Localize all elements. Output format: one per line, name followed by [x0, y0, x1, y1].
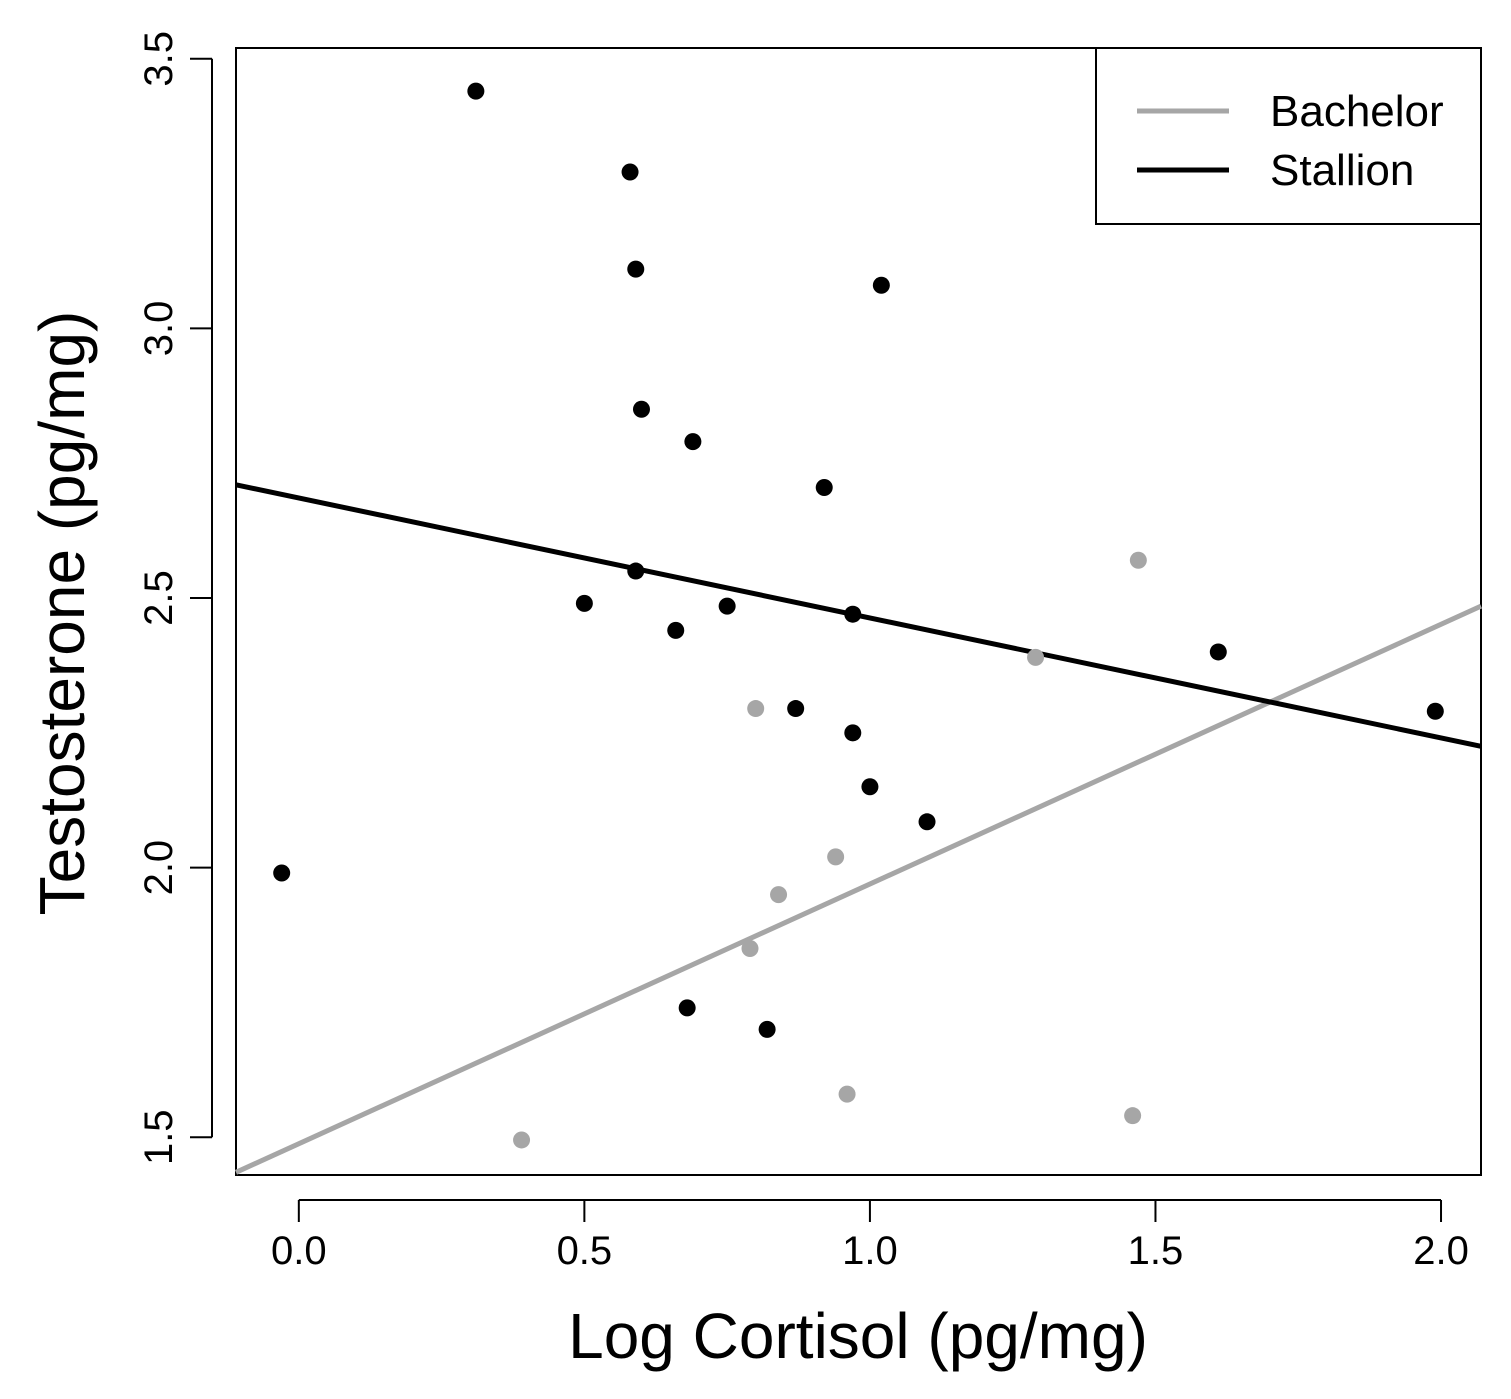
stallion-point	[918, 813, 936, 831]
bachelor-legend-label: Bachelor	[1270, 87, 1444, 136]
bachelor-point	[741, 940, 759, 958]
y-axis: 1.5 2.0 2.5 3.0 3.5	[137, 31, 213, 1165]
bachelor-point	[770, 886, 788, 904]
x-tick-label: 0.0	[271, 1229, 327, 1273]
stallion-point	[787, 700, 805, 718]
stallion-point	[844, 605, 862, 623]
legend-box	[1095, 47, 1482, 225]
bachelor-point	[1129, 551, 1147, 569]
stallion-point	[667, 621, 685, 639]
stallion-point	[575, 594, 593, 612]
stallion-point	[632, 400, 650, 418]
y-tick-label: 2.5	[137, 570, 181, 626]
stallion-point	[872, 276, 890, 294]
y-axis-title: Testosterone (pg/mg)	[26, 311, 98, 916]
x-tick-label: 1.5	[1128, 1229, 1184, 1273]
stallion-point	[684, 433, 702, 451]
stallion-point	[718, 597, 736, 615]
x-axis: 0.0 0.5 1.0 1.5 2.0	[271, 1199, 1469, 1273]
y-tick-label: 3.0	[137, 301, 181, 357]
plot-frame	[235, 47, 1482, 1176]
y-tick-label: 2.0	[137, 840, 181, 896]
bachelor-point	[1027, 648, 1045, 666]
stallion-point	[861, 778, 879, 796]
bachelor-point	[747, 700, 765, 718]
stallion-point	[627, 260, 645, 278]
bachelor-fit-line	[234, 603, 1483, 1175]
stallion-point	[1426, 702, 1444, 720]
stallion-point	[815, 478, 833, 496]
x-tick-label: 2.0	[1413, 1229, 1469, 1273]
stallion-point	[627, 562, 645, 580]
stallion-legend-label: Stallion	[1270, 146, 1414, 195]
stallion-point	[621, 163, 639, 181]
stallion-point	[844, 724, 862, 742]
stallion-point	[273, 864, 291, 882]
x-axis-title: Log Cortisol (pg/mg)	[568, 1300, 1148, 1372]
bachelor-point	[1124, 1107, 1142, 1125]
x-tick-label: 0.5	[557, 1229, 613, 1273]
legend: Bachelor Stallion	[1095, 47, 1482, 225]
stallion-point	[1209, 643, 1227, 661]
y-tick-label: 1.5	[137, 1109, 181, 1165]
y-tick-label: 3.5	[137, 31, 181, 87]
x-tick-label: 1.0	[842, 1229, 898, 1273]
stallion-point	[467, 82, 485, 100]
fit-lines	[234, 482, 1483, 1175]
bachelor-point	[513, 1131, 531, 1149]
stallion-point	[678, 999, 696, 1017]
stallion-point	[758, 1020, 776, 1038]
bachelor-point	[827, 848, 845, 866]
data-points	[273, 82, 1444, 1149]
bachelor-point	[838, 1085, 856, 1103]
